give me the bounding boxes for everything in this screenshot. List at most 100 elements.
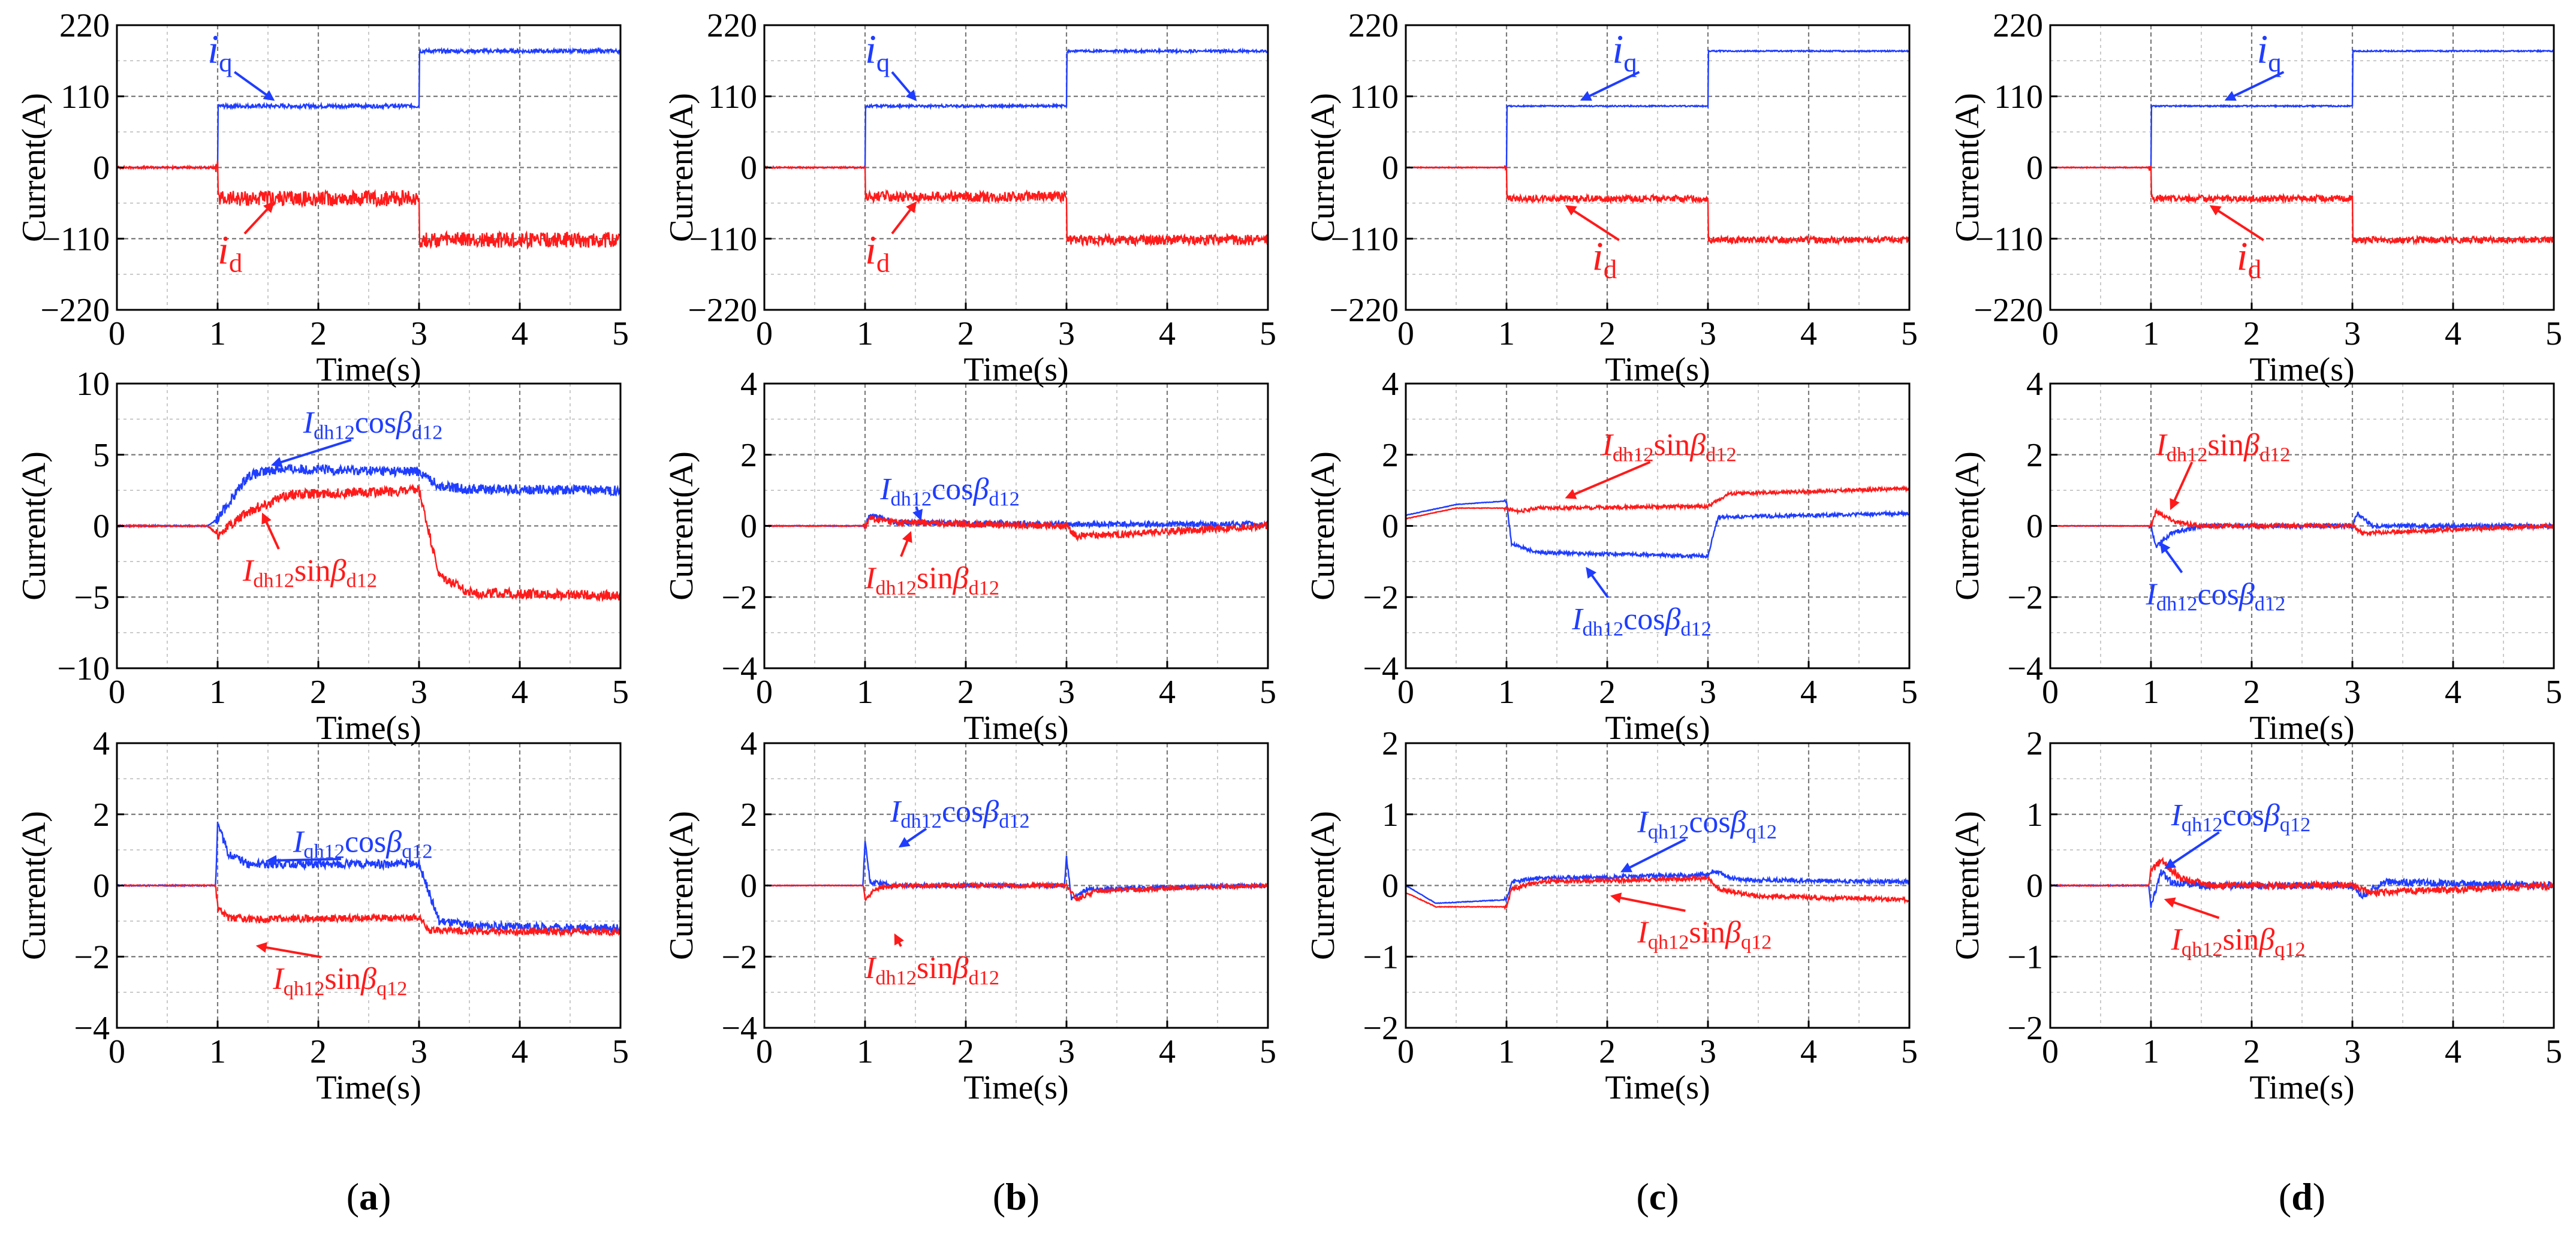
- x-tick-label: 1: [1498, 1033, 1515, 1070]
- y-tick-label: 0: [2026, 508, 2043, 545]
- x-tick-label: 4: [1800, 315, 1817, 352]
- x-tick-label: 5: [612, 315, 629, 352]
- series-line-red: [116, 883, 622, 938]
- annotation-arrow: [2209, 205, 2264, 242]
- x-tick-label: 4: [511, 1033, 528, 1070]
- annotation-arrow: [891, 71, 917, 101]
- x-tick-label: 0: [109, 674, 125, 711]
- annotation-arrow: [2159, 542, 2183, 574]
- annotation-arrow: [1565, 461, 1651, 499]
- x-axis-label: Time(s): [963, 710, 1068, 747]
- annotation-arrow: [1580, 71, 1640, 101]
- series-line-red: [2050, 856, 2555, 898]
- x-tick-label: 5: [1901, 1033, 1918, 1070]
- x-tick-label: 2: [957, 1033, 974, 1070]
- x-tick-label: 1: [857, 674, 873, 711]
- x-tick-label: 3: [1058, 674, 1075, 711]
- y-tick-label: −220: [688, 292, 757, 329]
- y-tick-label: 2: [2026, 725, 2043, 762]
- x-axis-label: Time(s): [316, 710, 421, 747]
- x-tick-label: 2: [1599, 315, 1616, 352]
- chart-a-mid: 0 1 2 3 4 5 10 5 0 −5 −10 Time(s) Current(A) Idh12cos…: [16, 366, 629, 747]
- x-tick-label: 2: [2243, 1033, 2260, 1070]
- chart-d-mid: 0 1 2 3 4 5 4 2 0 −2 −4 Time(s) Current(A) Idh12sinβd…: [1949, 366, 2562, 747]
- y-tick-label: 0: [740, 868, 757, 905]
- x-tick-label: 1: [857, 1033, 873, 1070]
- y-tick-label: 0: [2026, 868, 2043, 905]
- x-tick-label: 3: [1700, 315, 1716, 352]
- x-tick-label: 5: [1260, 674, 1276, 711]
- x-axis-label: Time(s): [1605, 710, 1710, 747]
- x-tick-label: 3: [2344, 674, 2361, 711]
- y-tick-label: −2: [2007, 579, 2043, 616]
- x-tick-label: 2: [2243, 674, 2260, 711]
- annotation-label: Iqh12sinβq12: [1637, 916, 1771, 954]
- x-tick-label: 0: [2042, 315, 2059, 352]
- x-tick-label: 4: [2445, 1033, 2461, 1070]
- x-axis-label: Time(s): [316, 351, 421, 388]
- chart-c-mid: 0 1 2 3 4 5 4 2 0 −2 −4 Time(s) Current(A) Idh12sinβd…: [1304, 366, 1918, 747]
- annotation-label-id: id: [865, 227, 890, 278]
- x-tick-label: 1: [2143, 1033, 2159, 1070]
- x-tick-label: 3: [2344, 315, 2361, 352]
- annotation-label: Idh12sinβd12: [1602, 428, 1737, 466]
- y-tick-label: 0: [93, 508, 110, 545]
- y-tick-label: −110: [1330, 221, 1399, 258]
- annotation-label: Iqh12sinβq12: [272, 962, 407, 1000]
- y-tick-label: 0: [1382, 508, 1399, 545]
- series-line-red: [764, 515, 1269, 542]
- x-tick-label: 1: [2143, 315, 2159, 352]
- y-tick-label: −220: [1329, 292, 1399, 329]
- y-axis-label: Current(A): [16, 811, 53, 960]
- x-axis-label: Time(s): [1605, 351, 1710, 388]
- annotation-label: Idh12sinβd12: [864, 562, 999, 599]
- y-tick-label: 10: [76, 366, 110, 403]
- series-line-red: [116, 483, 622, 602]
- y-tick-label: −220: [40, 292, 110, 329]
- x-tick-label: 5: [2545, 315, 2562, 352]
- y-tick-label: 4: [740, 725, 757, 762]
- y-axis-label: Current(A): [1949, 811, 1986, 960]
- annotation-arrow: [912, 506, 923, 521]
- annotation-arrow: [898, 828, 927, 848]
- y-tick-label: 0: [1382, 868, 1399, 905]
- y-tick-label: 0: [93, 150, 110, 187]
- y-tick-label: −110: [689, 221, 757, 258]
- annotation-label: Iqh12cosβq12: [2171, 798, 2311, 836]
- x-tick-label: 5: [2545, 1033, 2562, 1070]
- x-tick-label: 3: [411, 674, 427, 711]
- x-tick-label: 1: [857, 315, 873, 352]
- y-tick-label: 2: [1382, 725, 1399, 762]
- x-tick-label: 5: [1901, 315, 1918, 352]
- chart-d-top: 0 1 2 3 4 5 220 110 0 −110 −220 Time(s) Current(A) iq…: [1949, 7, 2562, 388]
- y-tick-label: −2: [1363, 1010, 1399, 1047]
- y-tick-label: 2: [2026, 437, 2043, 474]
- chart-c-bot: 0 1 2 3 4 5 2 1 0 −1 −2 Time(s) Current(A) Iqh12cosβq…: [1304, 725, 1918, 1106]
- y-tick-label: 2: [740, 437, 757, 474]
- x-tick-label: 5: [2545, 674, 2562, 711]
- y-tick-label: 220: [59, 7, 110, 44]
- y-tick-label: −2: [721, 939, 757, 976]
- y-tick-label: 0: [93, 868, 110, 905]
- x-axis-label: Time(s): [963, 1069, 1068, 1106]
- caption-b: (b): [993, 1175, 1040, 1218]
- x-tick-label: 3: [1058, 315, 1075, 352]
- y-tick-label: −220: [1974, 292, 2043, 329]
- y-tick-label: 220: [1993, 7, 2043, 44]
- annotation-label-id: id: [1592, 234, 1617, 285]
- y-axis-label: Current(A): [1304, 93, 1342, 242]
- y-tick-label: 0: [740, 508, 757, 545]
- x-tick-label: 3: [1700, 1033, 1716, 1070]
- x-tick-label: 4: [1800, 674, 1817, 711]
- y-tick-label: 4: [1382, 366, 1399, 403]
- series-line-red: [764, 164, 1269, 248]
- y-tick-label: −10: [57, 650, 110, 687]
- y-axis-label: Current(A): [1304, 811, 1342, 960]
- y-tick-label: 220: [1348, 7, 1399, 44]
- x-tick-label: 2: [957, 315, 974, 352]
- series-line-red: [2050, 507, 2555, 537]
- annotation-arrow: [891, 201, 917, 235]
- x-axis-label: Time(s): [316, 1069, 421, 1106]
- y-tick-label: −4: [1363, 650, 1399, 687]
- y-axis-label: Current(A): [663, 93, 700, 242]
